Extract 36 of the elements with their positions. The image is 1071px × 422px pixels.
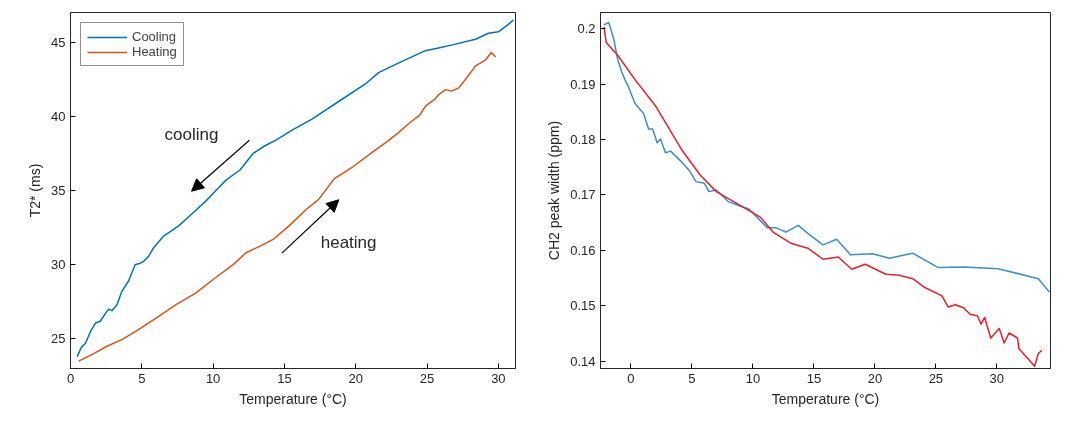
- x-tick-label: 5: [138, 370, 146, 386]
- line-series: [603, 21, 1051, 293]
- y-tick-label: 0.15: [570, 298, 596, 314]
- x-tick-label: 15: [277, 370, 292, 386]
- y-tick-label: 45: [51, 34, 66, 50]
- x-axis-title: Temperature (°C): [239, 390, 347, 407]
- y-tick-label: 0.19: [570, 76, 596, 92]
- x-axis-title: Temperature (°C): [771, 390, 880, 407]
- x-tick-label: 10: [745, 370, 761, 386]
- y-tick-label: 40: [51, 108, 66, 124]
- x-tick-label: 20: [348, 370, 363, 386]
- x-tick-label: 25: [928, 370, 944, 386]
- x-tick-label: 0: [627, 370, 635, 386]
- x-tick-label: 30: [989, 370, 1005, 386]
- annotation: cooling: [164, 124, 219, 144]
- y-axis-title: CH2 peak width (ppm): [546, 120, 563, 261]
- y-tick-label: 0.14: [570, 353, 596, 369]
- y-tick-label: 35: [51, 183, 66, 198]
- x-tick-label: 25: [419, 370, 435, 386]
- y-tick-label: 0.16: [570, 242, 596, 258]
- x-tick-label: 30: [491, 370, 506, 386]
- legend-label: Heating: [132, 44, 177, 59]
- x-tick-label: 10: [205, 370, 221, 386]
- x-tick-label: 15: [806, 370, 822, 386]
- annotation: heating: [320, 232, 377, 252]
- line-series: [603, 26, 1043, 368]
- y-tick-label: 30: [51, 257, 66, 273]
- y-tick-label: 0.18: [570, 131, 596, 147]
- y-axis-title: T2* (ms): [27, 163, 44, 218]
- y-tick-label: 0.2: [577, 21, 596, 37]
- x-tick-label: 20: [867, 370, 883, 386]
- y-tick-label: 0.17: [570, 187, 596, 203]
- x-tick-label: 5: [688, 370, 696, 386]
- legend-label: Cooling: [132, 29, 177, 44]
- y-tick-label: 25: [51, 331, 66, 347]
- x-tick-label: 0: [66, 370, 75, 386]
